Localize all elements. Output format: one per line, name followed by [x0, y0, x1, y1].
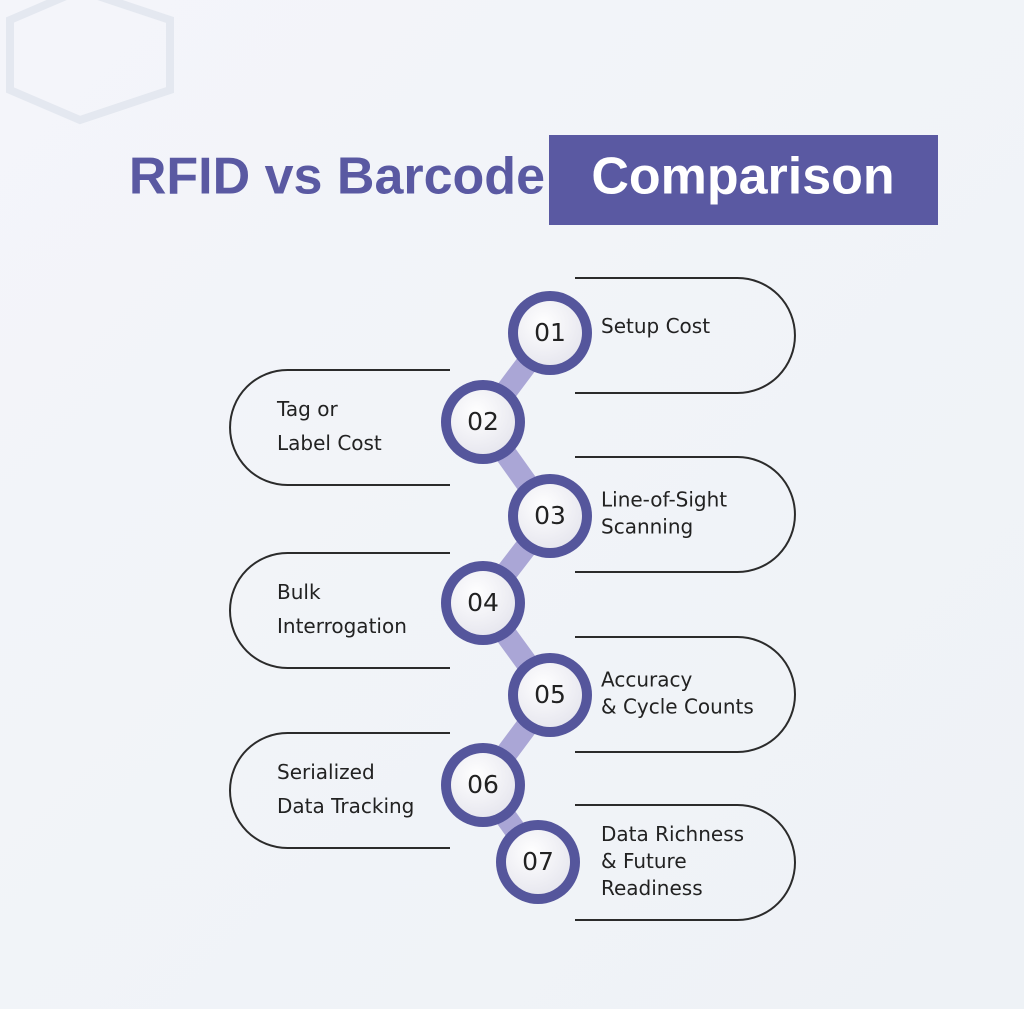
step-label: & Future [601, 849, 687, 873]
step-number: 04 [467, 588, 499, 617]
step-label: Tag or [276, 397, 338, 421]
logo-watermark [5, 0, 174, 125]
label-outline [229, 552, 450, 669]
step-number: 02 [467, 407, 499, 436]
label-outline [575, 456, 796, 573]
step-circle [451, 753, 515, 817]
step-label: Scanning [601, 515, 693, 539]
step-label: Interrogation [277, 614, 407, 638]
step-label: Label Cost [277, 431, 382, 455]
step-circle [451, 571, 515, 635]
step-circle [506, 830, 570, 894]
title-part1: RFID vs Barcode [129, 148, 545, 206]
step-label: & Cycle Counts [601, 695, 754, 719]
step-label: Data Richness [601, 822, 744, 846]
step-label: Bulk [277, 580, 321, 604]
steps: Setup Cost 01 Tag or Label Cost 02 Line-of-Si… [229, 277, 796, 921]
step-label: Serialized [277, 760, 375, 784]
step-label: Readiness [601, 876, 703, 900]
step-number: 07 [522, 847, 554, 876]
label-outline [575, 277, 796, 394]
label-outline [575, 804, 796, 921]
title-part2: Comparison [591, 148, 894, 206]
step-label: Line-of-Sight [601, 488, 727, 512]
step-number: 03 [534, 501, 566, 530]
step-number: 01 [534, 318, 566, 347]
label-outline [229, 732, 450, 849]
step-circle [518, 484, 582, 548]
step-circle [518, 663, 582, 727]
step-label: Setup Cost [601, 314, 710, 338]
step-label: Accuracy [601, 668, 692, 692]
label-outline [229, 369, 450, 486]
step-circle [518, 301, 582, 365]
label-outline [575, 636, 796, 753]
title-highlight [549, 135, 938, 225]
step-circle [451, 390, 515, 454]
step-number: 06 [467, 770, 499, 799]
step-label: Data Tracking [277, 794, 414, 818]
step-number: 05 [534, 680, 566, 709]
